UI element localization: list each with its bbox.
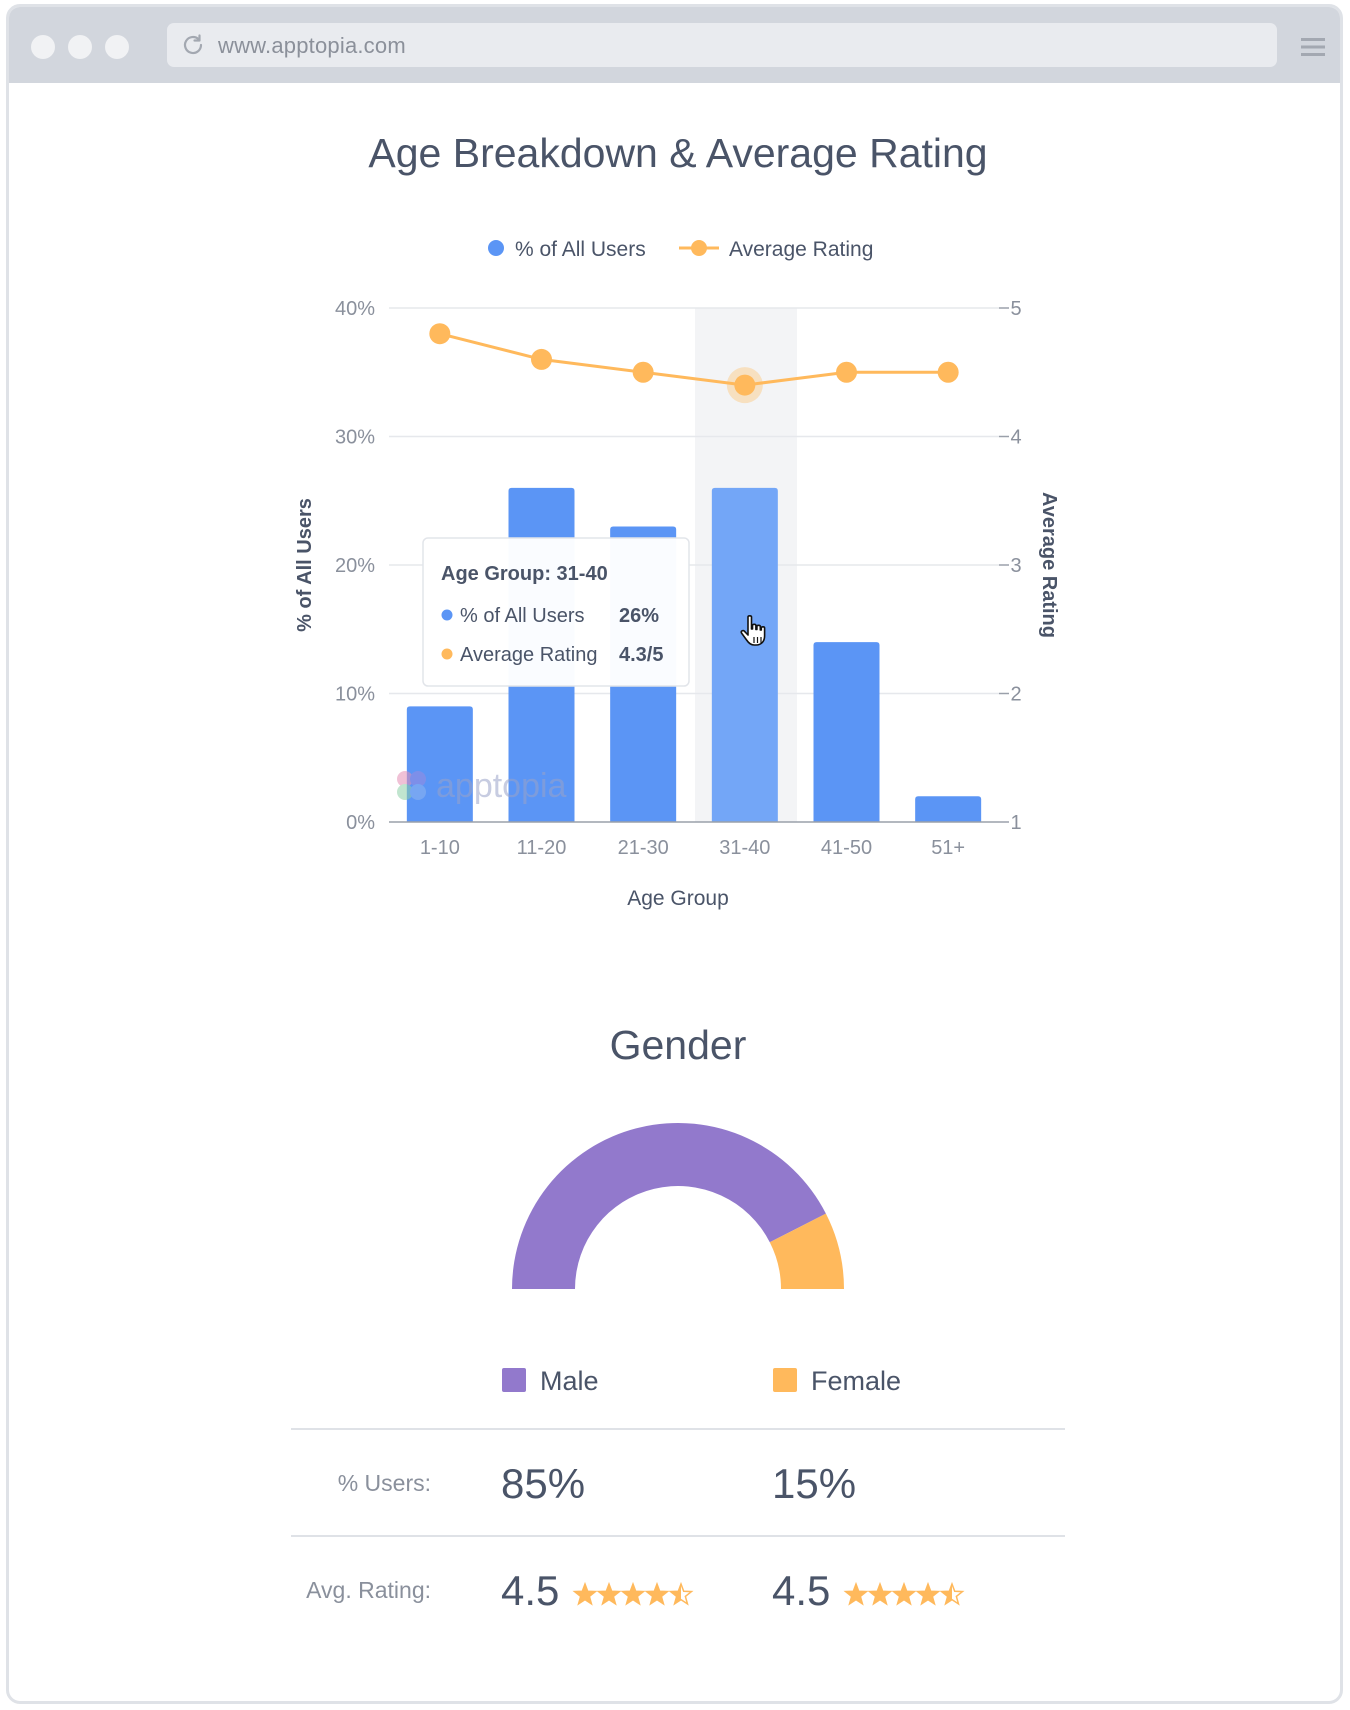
female-users-value: 15%	[772, 1460, 856, 1507]
rating-points	[429, 323, 959, 404]
url-text[interactable]: www.apptopia.com	[218, 33, 406, 58]
star-half-fill	[670, 1584, 681, 1604]
female-legend-marker	[773, 1368, 797, 1392]
star-icon	[572, 1581, 598, 1606]
legend-users-label[interactable]: % of All Users	[515, 238, 646, 261]
gender-slice-female[interactable]	[769, 1213, 844, 1289]
bar-31-40[interactable]	[711, 487, 778, 822]
star-icon	[867, 1581, 893, 1606]
hamburger-menu-icon[interactable]	[1301, 38, 1325, 56]
x-tick-label: 11-20	[517, 837, 567, 859]
gender-semi-donut	[512, 1123, 844, 1289]
star-icon	[891, 1581, 917, 1606]
tooltip-rating-value: 4.3/5	[619, 644, 663, 666]
rating-point-1-10[interactable]	[429, 323, 451, 345]
y-axis-left-title: % of All Users	[294, 498, 316, 632]
male-legend-label[interactable]: Male	[540, 1366, 599, 1396]
age-chart-legend: % of All Users Average Rating	[488, 238, 873, 261]
y-left-tick-label: 40%	[335, 298, 375, 320]
star-icon	[915, 1581, 941, 1606]
tooltip-rating-marker	[441, 648, 453, 660]
rating-point-21-30[interactable]	[632, 361, 654, 383]
male-users-value: 85%	[501, 1460, 585, 1507]
female-rating-value: 4.5	[772, 1567, 830, 1614]
bar-51+[interactable]	[915, 796, 982, 822]
users-row-label: % Users:	[338, 1470, 431, 1496]
male-rating-stars	[572, 1581, 694, 1606]
browser-titlebar: www.apptopia.com	[9, 7, 1340, 83]
x-tick-label: 51+	[931, 837, 965, 859]
y-right-tick-label: 1	[1010, 812, 1021, 834]
star-icon	[644, 1581, 670, 1606]
left-axis-ticks: 0% 10% 20% 30% 40%	[335, 298, 375, 834]
tooltip-users-label: % of All Users	[460, 605, 584, 627]
y-right-tick-label: 2	[1010, 684, 1021, 706]
tooltip-rating-label: Average Rating	[460, 644, 598, 666]
rating-point-51+[interactable]	[937, 361, 959, 383]
y-left-tick-label: 0%	[346, 812, 375, 834]
close-window-dot[interactable]	[31, 35, 55, 59]
address-bar[interactable]: www.apptopia.com	[167, 23, 1277, 67]
y-right-tick-label: 4	[1010, 427, 1021, 449]
female-legend-label[interactable]: Female	[811, 1366, 901, 1396]
star-icon	[620, 1581, 646, 1606]
browser-window: www.apptopia.com Age Breakdown & Average…	[6, 4, 1343, 1704]
apptopia-watermark: apptopia	[397, 767, 567, 805]
hand-pointer-cursor-icon	[740, 615, 766, 646]
y-right-tick-label: 5	[1010, 298, 1021, 320]
gender-title: Gender	[610, 1022, 747, 1068]
y-left-tick-label: 20%	[335, 555, 375, 577]
y-right-tick-label: 3	[1010, 555, 1021, 577]
star-icon	[843, 1581, 869, 1606]
rating-point-41-50[interactable]	[836, 361, 857, 383]
content-canvas: Age Breakdown & Average Rating % of All …	[291, 130, 1065, 1614]
minimize-window-dot[interactable]	[68, 35, 92, 59]
male-rating-value: 4.5	[501, 1567, 559, 1614]
x-axis-title: Age Group	[627, 887, 729, 910]
tooltip-title: Age Group: 31-40	[441, 563, 608, 585]
right-axis-ticks: 1 2 3 4 5	[999, 298, 1022, 834]
watermark-text: apptopia	[436, 767, 567, 805]
y-left-tick-label: 10%	[335, 684, 375, 706]
star-half-fill	[941, 1584, 952, 1604]
y-axis-right-title: Average Rating	[1038, 492, 1060, 638]
rating-point-11-20[interactable]	[531, 348, 552, 370]
tooltip-users-value: 26%	[619, 605, 659, 627]
reload-icon[interactable]	[181, 33, 205, 57]
x-axis-ticks: 1-10 11-20 21-30 31-40 41-50 51+	[420, 837, 965, 859]
x-tick-label: 31-40	[719, 837, 770, 859]
legend-users-marker	[488, 240, 504, 256]
legend-rating-marker	[691, 240, 707, 256]
gender-slice-male[interactable]	[512, 1123, 826, 1289]
age-chart-title: Age Breakdown & Average Rating	[368, 130, 987, 176]
x-tick-label: 1-10	[420, 837, 460, 859]
rating-row-label: Avg. Rating:	[306, 1577, 431, 1603]
tooltip-users-marker	[441, 609, 453, 621]
chart-tooltip: Age Group: 31-40 % of All Users 26% Aver…	[422, 537, 690, 687]
star-icon	[596, 1581, 622, 1606]
female-rating-stars	[843, 1581, 965, 1606]
rating-point-31-40[interactable]	[734, 374, 756, 396]
x-tick-label: 21-30	[618, 837, 669, 859]
maximize-window-dot[interactable]	[105, 35, 129, 59]
male-legend-marker	[502, 1368, 526, 1392]
y-left-tick-label: 30%	[335, 427, 375, 449]
bar-41-50[interactable]	[813, 642, 880, 822]
x-tick-label: 41-50	[821, 837, 872, 859]
legend-rating-label[interactable]: Average Rating	[729, 238, 873, 261]
rating-line	[439, 332, 949, 387]
